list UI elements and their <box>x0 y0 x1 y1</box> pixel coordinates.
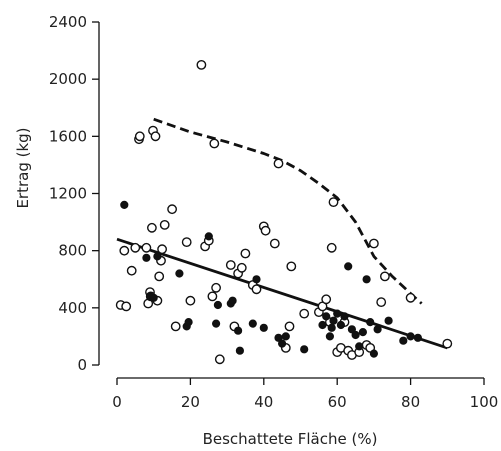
filled-data-point <box>413 333 422 342</box>
y-tick-label: 1200 <box>49 185 87 203</box>
filled-data-point <box>347 325 356 334</box>
x-tick-label: 100 <box>470 393 499 411</box>
filled-data-point <box>344 262 353 271</box>
y-axis-label: Ertrag (kg) <box>14 127 32 208</box>
filled-data-point <box>184 318 193 327</box>
filled-data-point <box>212 319 221 328</box>
open-data-point <box>326 242 337 253</box>
open-data-point <box>368 238 379 249</box>
filled-data-point <box>175 269 184 278</box>
filled-data-point <box>281 332 290 341</box>
filled-data-point <box>120 200 129 209</box>
open-data-point <box>121 301 132 312</box>
x-tick-label: 80 <box>401 393 420 411</box>
open-data-point <box>211 282 222 293</box>
filled-data-point <box>234 326 243 335</box>
open-data-point <box>240 248 251 259</box>
x-tick-label: 40 <box>254 393 273 411</box>
open-data-point <box>185 295 196 306</box>
y-tick-label: 400 <box>58 299 87 317</box>
filled-data-point <box>213 300 222 310</box>
x-tick-label: 60 <box>328 393 347 411</box>
filled-data-point <box>358 328 367 337</box>
dashed-trend-line <box>153 117 423 305</box>
open-data-point <box>405 292 416 303</box>
regression-line <box>116 237 448 350</box>
filled-data-point <box>325 332 334 341</box>
open-data-point <box>150 131 161 142</box>
open-data-point <box>196 60 207 70</box>
filled-data-point <box>153 252 162 261</box>
y-tick-label: 0 <box>77 356 87 374</box>
filled-data-point <box>384 316 393 325</box>
filled-data-point <box>322 312 331 321</box>
y-tick-label: 800 <box>58 242 87 260</box>
open-data-point <box>236 262 247 273</box>
x-axis-label: Beschattete Fläche (%) <box>203 430 378 448</box>
open-data-point <box>225 260 236 270</box>
open-data-point <box>260 225 271 236</box>
filled-data-point <box>336 320 345 330</box>
filled-data-point <box>366 318 375 327</box>
filled-data-point <box>259 323 268 332</box>
filled-data-point <box>318 320 327 330</box>
open-data-point <box>154 271 165 282</box>
filled-data-point <box>333 309 342 318</box>
filled-data-point <box>373 325 382 334</box>
filled-data-point <box>362 275 371 284</box>
open-data-point <box>141 242 152 253</box>
open-data-point <box>286 261 297 272</box>
open-data-point <box>157 244 168 255</box>
open-data-point <box>299 308 310 319</box>
open-data-point <box>214 354 225 365</box>
filled-data-point <box>327 323 336 332</box>
open-data-point <box>251 284 262 295</box>
filled-data-point <box>300 345 309 354</box>
y-tick-label: 1600 <box>49 127 87 145</box>
filled-data-point <box>252 275 261 284</box>
open-data-point <box>376 297 387 307</box>
filled-data-point <box>142 253 151 262</box>
open-data-point <box>321 294 332 305</box>
open-data-point <box>130 242 141 253</box>
open-data-point <box>273 158 284 169</box>
open-data-point <box>146 222 157 233</box>
filled-data-point <box>340 312 349 321</box>
open-data-point <box>269 238 280 249</box>
filled-data-point <box>399 336 408 345</box>
open-data-point <box>181 237 192 248</box>
open-data-point <box>119 245 130 256</box>
filled-data-point <box>351 330 360 340</box>
open-data-point <box>134 131 145 142</box>
filled-data-point <box>235 346 244 355</box>
open-data-point <box>379 271 390 282</box>
filled-data-point <box>149 293 158 302</box>
open-data-point <box>159 219 170 230</box>
filled-data-point <box>355 342 364 351</box>
open-data-point <box>328 197 339 208</box>
open-data-point <box>167 204 178 215</box>
filled-data-point <box>278 339 287 348</box>
filled-data-point <box>369 349 378 358</box>
y-tick-label: 2000 <box>49 70 87 88</box>
filled-data-point <box>329 316 338 325</box>
filled-data-point <box>204 232 213 241</box>
open-data-point <box>442 338 453 349</box>
open-data-point <box>209 138 220 149</box>
open-data-point <box>126 265 137 276</box>
filled-data-point <box>406 332 415 341</box>
plot-area <box>115 60 453 365</box>
filled-data-point <box>228 296 237 305</box>
open-data-point <box>170 321 181 332</box>
axes: 0 400 800 1200 1600 2000 2400 0 20 40 60 80 100 <box>49 13 499 411</box>
y-tick-label: 2400 <box>49 13 87 31</box>
filled-data-point <box>248 319 257 328</box>
x-tick-label: 20 <box>181 393 200 411</box>
x-tick-label: 0 <box>112 393 122 411</box>
open-data-point <box>207 291 218 302</box>
open-data-point <box>284 321 295 332</box>
